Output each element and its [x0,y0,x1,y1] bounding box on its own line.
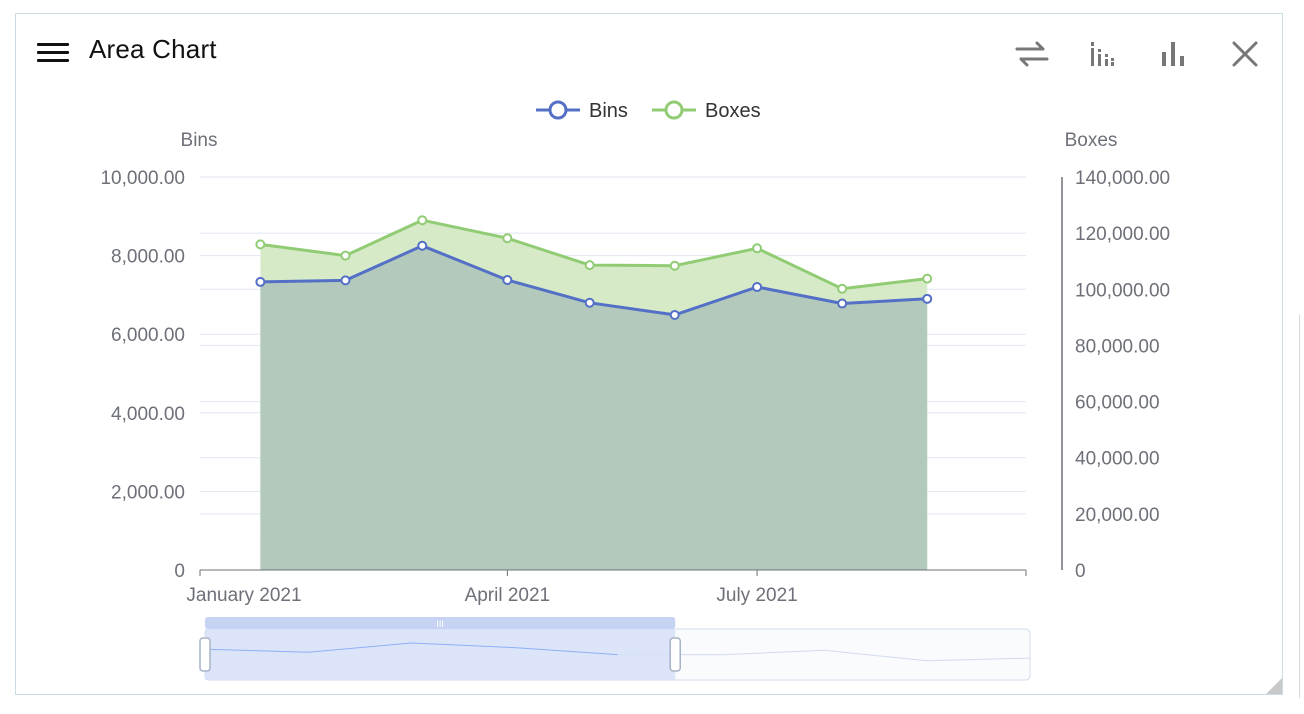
x-tick-label: April 2021 [465,585,551,606]
y-left-tick-label: 8,000.00 [111,247,185,268]
area-chart: January 2021 April 2021 July 2021 0 2,000.00… [100,100,1170,681]
x-tick-label: January 2021 [186,585,301,606]
zoom-selected-line [204,642,618,656]
y-left-tick-label: 4,000.00 [111,404,185,425]
swap-icon[interactable] [1012,34,1052,74]
x-tick-label: July 2021 [716,585,797,606]
y-right-tick-label: 140,000.00 [1075,168,1170,189]
y-left-tick-label: 10,000.00 [100,168,185,189]
outer-divider [1299,314,1300,698]
bins-point [922,293,933,304]
y-right-tick-label: 20,000.00 [1075,505,1160,526]
y-right-tick-label: 80,000.00 [1075,336,1160,357]
bar-chart-icon[interactable] [1153,34,1193,74]
zoom-grip-icon: III [436,619,444,629]
bins-point [584,297,595,308]
zoom-handle[interactable] [669,637,681,672]
boxes-point [584,260,595,271]
bins-point [752,282,763,293]
bins-point [502,274,513,285]
boxes-point [340,250,351,261]
y-right-tick-label: 100,000.00 [1075,280,1170,301]
y-left-axis-label: Bins [181,130,218,151]
bins-point [669,309,680,320]
boxes-point [837,283,848,294]
boxes-point [417,215,428,226]
y-left-tick-label: 6,000.00 [111,325,185,346]
resize-handle[interactable] [1266,678,1282,694]
boxes-point [922,273,933,284]
legend-marker [664,100,684,120]
chart-card: Area Chart [15,13,1283,695]
y-right-tick-label: 40,000.00 [1075,449,1160,470]
y-right-tick-label: 60,000.00 [1075,393,1160,414]
zoom-handle[interactable] [199,637,211,672]
y-right-tick-label: 120,000.00 [1075,224,1170,245]
y-right-tick-label: 0 [1075,561,1086,582]
bins-point [340,275,351,286]
bins-area [260,245,928,571]
close-icon[interactable] [1225,34,1265,74]
bins-point [837,298,848,309]
menu-icon[interactable] [36,40,70,66]
boxes-point [255,239,266,250]
chart-area: January 2021 April 2021 July 2021 0 2,000.00… [16,14,1284,696]
bins-point [417,240,428,251]
zoom-selected-range [205,629,676,680]
zoom-move-handle [205,617,676,629]
legend-item-bins: Bins [589,100,628,122]
y-right-axis-label: Boxes [1065,130,1118,151]
boxes-point [502,233,513,244]
boxes-point [669,260,680,271]
boxes-point [752,243,763,254]
bins-point [255,276,266,287]
y-left-tick-label: 0 [174,561,185,582]
legend-marker [548,100,568,120]
legend-item-boxes: Boxes [705,100,761,122]
card-header: Area Chart [16,14,1282,86]
y-left-tick-label: 2,000.00 [111,482,185,503]
stacked-bar-icon[interactable] [1082,34,1122,74]
page-title: Area Chart [89,34,217,64]
